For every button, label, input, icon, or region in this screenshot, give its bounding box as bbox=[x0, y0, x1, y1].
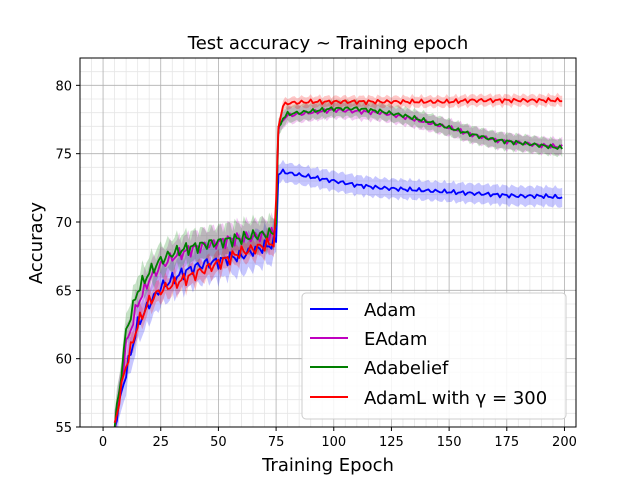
x-tick-label: 50 bbox=[210, 435, 227, 450]
x-tick-label: 200 bbox=[552, 435, 577, 450]
x-tick-label: 125 bbox=[379, 435, 404, 450]
x-tick-label: 100 bbox=[321, 435, 346, 450]
x-tick-label: 75 bbox=[268, 435, 285, 450]
y-tick-label: 75 bbox=[55, 148, 72, 163]
x-tick-label: 150 bbox=[437, 435, 462, 450]
legend: Adam EAdam Adabelief AdamL with γ = 300 bbox=[301, 292, 567, 420]
legend-label-adam: Adam bbox=[364, 300, 416, 321]
y-tick-label: 60 bbox=[55, 353, 72, 368]
series-lines bbox=[113, 97, 563, 427]
y-tick-label: 55 bbox=[55, 421, 72, 436]
chart-title: Test accuracy ~ Training epoch bbox=[187, 33, 468, 54]
plot-frame bbox=[79, 57, 577, 428]
y-axis-label: Accuracy bbox=[26, 202, 47, 285]
legend-label-adabelief: Adabelief bbox=[364, 358, 449, 379]
series-line-0 bbox=[113, 168, 563, 427]
y-axis-ticks: 55 60 65 70 75 80 bbox=[55, 79, 80, 436]
y-tick-label: 65 bbox=[55, 284, 72, 299]
legend-box bbox=[301, 292, 567, 420]
legend-label-eadam: EAdam bbox=[364, 329, 427, 350]
y-tick-label: 80 bbox=[55, 79, 72, 94]
legend-label-adaml: AdamL with γ = 300 bbox=[364, 388, 547, 409]
x-axis-label: Training Epoch bbox=[261, 455, 394, 476]
series-line-2 bbox=[113, 106, 563, 427]
x-tick-label: 0 bbox=[99, 435, 107, 450]
series-line-3 bbox=[113, 97, 563, 423]
x-tick-label: 175 bbox=[494, 435, 519, 450]
x-axis-ticks: 0 25 50 75 100 125 150 175 200 bbox=[99, 427, 577, 450]
x-tick-label: 25 bbox=[152, 435, 169, 450]
y-tick-label: 70 bbox=[55, 216, 72, 231]
